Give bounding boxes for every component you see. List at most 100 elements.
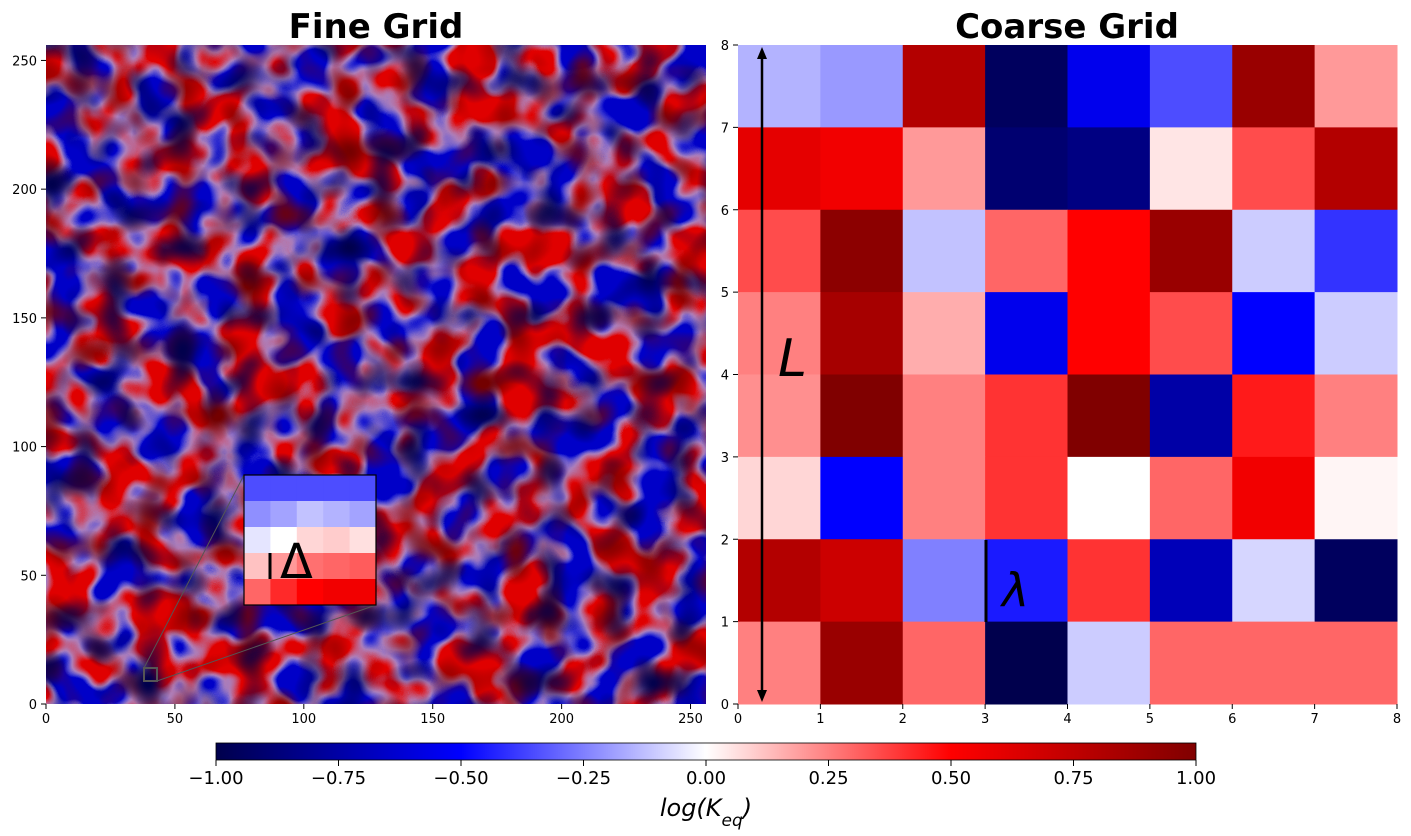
x-tick-label: 0 <box>734 712 742 727</box>
heatmap-cell <box>985 374 1068 458</box>
heatmap-cell <box>1149 374 1233 458</box>
heatmap-cell <box>985 45 1068 128</box>
heatmap-cell <box>902 456 986 540</box>
fine-grid-heatmap <box>46 45 706 704</box>
coarse-grid-panel: Coarse Grid 0 1 2 3 4 5 6 7 8 0 1 2 3 4 5 6 7 8 L λ <box>721 7 1401 727</box>
heatmap-cell <box>1149 127 1233 211</box>
delta-label: Δ <box>280 534 313 590</box>
inset-cell <box>349 553 377 580</box>
colorbar-tick-label: −0.75 <box>311 768 366 789</box>
heatmap-cell <box>1067 127 1151 211</box>
heatmap-cell <box>1232 127 1316 211</box>
inset-cell <box>244 553 271 580</box>
colorbar-tick-label: 0.75 <box>1053 768 1093 789</box>
heatmap-cell <box>902 209 986 293</box>
heatmap-cell <box>1149 292 1233 375</box>
heatmap-cell <box>1149 621 1233 705</box>
length-arrow-head-bottom <box>757 690 767 702</box>
inset-cell <box>296 553 324 580</box>
x-tick-label: 0 <box>42 712 50 727</box>
y-tick-label: 200 <box>12 183 37 198</box>
x-tick-label: 1 <box>816 712 824 727</box>
inset-cell <box>349 527 377 554</box>
inset-cell <box>296 501 324 528</box>
heatmap-cell <box>985 209 1068 293</box>
heatmap-cell <box>985 456 1068 540</box>
inset-cell <box>323 579 351 606</box>
x-tick-label: 50 <box>167 712 184 727</box>
y-tick-label: 2 <box>721 533 729 548</box>
heatmap-cell <box>820 292 904 375</box>
x-tick-label: 6 <box>1228 712 1236 727</box>
heatmap-cell <box>738 374 821 458</box>
fine-grid-y-axis: 0 50 100 150 200 250 <box>12 54 46 713</box>
fine-grid-title: Fine Grid <box>289 7 464 47</box>
inset-cell <box>323 475 351 502</box>
inset-cell <box>270 501 298 528</box>
inset-cell <box>296 579 324 606</box>
colorbar-tick-label: 1.00 <box>1176 768 1216 789</box>
heatmap-cell <box>1232 539 1316 623</box>
heatmap-cell <box>1314 209 1398 293</box>
zoom-source-box <box>143 667 158 682</box>
x-tick-label: 200 <box>549 712 574 727</box>
y-tick-label: 3 <box>721 451 729 466</box>
heatmap-cell <box>1232 456 1316 540</box>
heatmap-cell <box>985 621 1068 705</box>
heatmap-cell <box>1232 621 1316 705</box>
y-tick-label: 50 <box>20 569 37 584</box>
heatmap-cell <box>820 209 904 293</box>
heatmap-cell <box>820 539 904 623</box>
colorbar-label-subscript: eq <box>722 811 743 831</box>
inset-cell <box>244 501 271 528</box>
heatmap-cell <box>1067 45 1151 128</box>
heatmap-cell <box>902 127 986 211</box>
colorbar: −1.00 −0.75 −0.50 −0.25 0.00 0.25 0.50 0.75 1.00… <box>188 742 1216 831</box>
heatmap-cell <box>1067 374 1151 458</box>
heatmap-cell <box>738 209 821 293</box>
heatmap-cell <box>820 45 904 128</box>
heatmap-cell <box>1314 539 1398 623</box>
heatmap-cell <box>738 292 821 375</box>
heatmap-cell <box>820 127 904 211</box>
inset-cell <box>244 475 271 502</box>
heatmap-cell <box>1314 621 1398 705</box>
zoom-inset-frame <box>243 474 377 606</box>
zoom-connector-line <box>143 474 245 669</box>
inset-cell <box>270 527 298 554</box>
heatmap-cell <box>902 374 986 458</box>
x-tick-label: 100 <box>291 712 316 727</box>
coarse-grid-x-axis: 0 1 2 3 4 5 6 7 8 <box>734 704 1401 727</box>
x-tick-label: 150 <box>420 712 445 727</box>
fine-grid-panel: Fine Grid 0 50 100 150 200 250 0 50 100 150 200 25… <box>12 7 706 727</box>
fine-grid-zoom-inset: Δ <box>143 474 377 682</box>
fine-grid-x-axis: 0 50 100 150 200 250 <box>42 704 703 727</box>
heatmap-cell <box>985 127 1068 211</box>
length-label: L <box>778 329 807 389</box>
inset-cell <box>244 579 271 606</box>
colorbar-ticks: −1.00 −0.75 −0.50 −0.25 0.00 0.25 0.50 0.75 1.00 <box>188 760 1216 789</box>
lambda-label: λ <box>999 563 1029 617</box>
y-tick-label: 0 <box>29 698 37 713</box>
y-tick-label: 150 <box>12 312 37 327</box>
inset-cell <box>323 527 351 554</box>
inset-cell <box>349 579 377 606</box>
coarse-grid-heatmap <box>738 45 1398 705</box>
heatmap-cell <box>1149 45 1233 128</box>
heatmap-cell <box>1314 292 1398 375</box>
heatmap-cell <box>1314 45 1398 128</box>
heatmap-cell <box>820 374 904 458</box>
x-tick-label: 2 <box>899 712 907 727</box>
inset-cell <box>323 553 351 580</box>
heatmap-cell <box>738 621 821 705</box>
heatmap-cell <box>1149 209 1233 293</box>
colorbar-label: log(Keq) <box>660 794 752 831</box>
heatmap-cell <box>1149 539 1233 623</box>
x-tick-label: 5 <box>1146 712 1154 727</box>
heatmap-cell <box>1314 374 1398 458</box>
heatmap-cell <box>985 539 1068 623</box>
heatmap-cell <box>820 456 904 540</box>
inset-cell <box>296 475 324 502</box>
colorbar-gradient <box>215 742 1197 761</box>
coarse-grid-title: Coarse Grid <box>955 7 1179 47</box>
